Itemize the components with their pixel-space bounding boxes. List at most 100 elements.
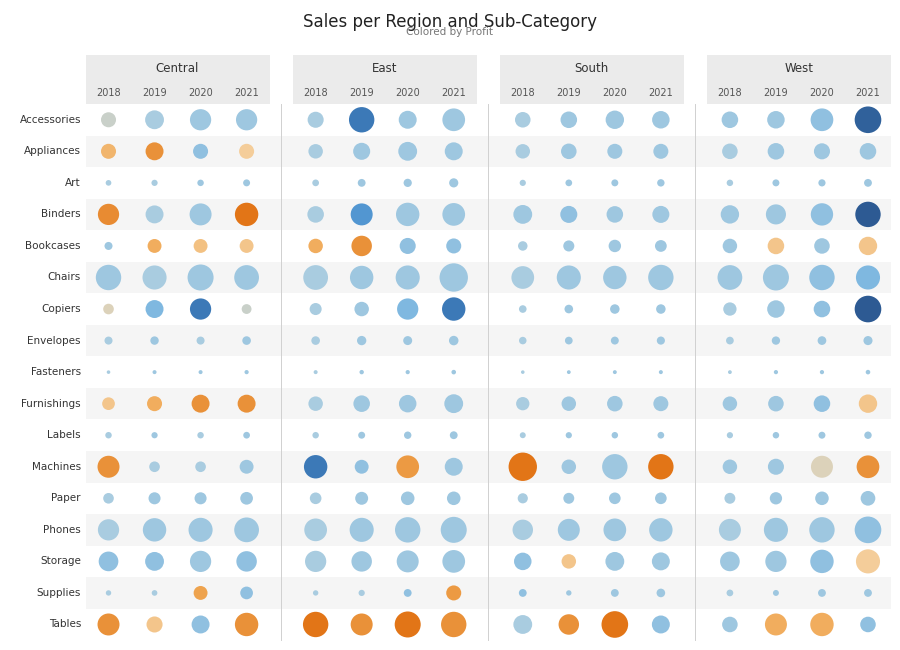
Ellipse shape (309, 396, 323, 411)
Ellipse shape (768, 238, 784, 254)
Ellipse shape (726, 590, 734, 596)
Ellipse shape (611, 337, 619, 344)
Ellipse shape (152, 370, 157, 374)
Ellipse shape (652, 616, 670, 634)
Ellipse shape (724, 493, 735, 504)
Ellipse shape (146, 142, 164, 161)
Ellipse shape (769, 396, 784, 411)
Ellipse shape (304, 519, 327, 541)
Ellipse shape (312, 179, 319, 186)
Ellipse shape (818, 179, 825, 187)
Ellipse shape (190, 109, 212, 131)
Ellipse shape (855, 107, 881, 133)
Ellipse shape (152, 590, 158, 596)
Ellipse shape (105, 432, 112, 439)
Ellipse shape (611, 179, 618, 187)
Text: Furnishings: Furnishings (22, 398, 81, 409)
Ellipse shape (239, 239, 254, 253)
Ellipse shape (728, 370, 732, 374)
Text: Central: Central (156, 62, 199, 75)
Ellipse shape (396, 203, 419, 226)
Ellipse shape (303, 265, 328, 290)
Ellipse shape (513, 615, 532, 634)
Ellipse shape (566, 590, 572, 595)
Ellipse shape (564, 305, 573, 313)
Ellipse shape (309, 144, 323, 159)
Ellipse shape (726, 179, 734, 186)
Ellipse shape (566, 432, 572, 438)
Ellipse shape (722, 144, 738, 159)
Ellipse shape (763, 265, 789, 291)
Text: Accessories: Accessories (20, 115, 81, 125)
Ellipse shape (607, 206, 623, 223)
Text: Supplies: Supplies (37, 588, 81, 598)
Ellipse shape (312, 432, 319, 439)
Ellipse shape (442, 297, 465, 320)
Ellipse shape (723, 396, 737, 411)
Ellipse shape (104, 493, 113, 504)
Ellipse shape (724, 302, 736, 316)
Ellipse shape (561, 206, 577, 223)
Ellipse shape (809, 517, 834, 543)
Ellipse shape (145, 111, 164, 129)
Text: 2020: 2020 (395, 88, 420, 98)
Ellipse shape (397, 551, 418, 573)
FancyBboxPatch shape (86, 577, 891, 608)
Ellipse shape (446, 239, 461, 254)
Ellipse shape (235, 613, 258, 636)
Ellipse shape (565, 337, 572, 344)
Ellipse shape (859, 395, 877, 413)
Ellipse shape (349, 107, 374, 133)
Ellipse shape (396, 265, 419, 289)
Text: 2021: 2021 (441, 88, 466, 98)
Ellipse shape (519, 306, 526, 313)
FancyBboxPatch shape (86, 419, 891, 451)
Ellipse shape (194, 492, 207, 504)
Ellipse shape (304, 455, 328, 478)
Ellipse shape (811, 109, 833, 131)
Ellipse shape (397, 298, 418, 320)
Ellipse shape (313, 370, 318, 374)
Ellipse shape (723, 239, 737, 254)
Ellipse shape (767, 300, 785, 318)
Ellipse shape (515, 112, 530, 127)
Ellipse shape (652, 206, 670, 223)
Ellipse shape (187, 265, 213, 291)
Ellipse shape (313, 590, 319, 595)
FancyBboxPatch shape (292, 55, 477, 104)
Text: 2019: 2019 (142, 88, 166, 98)
Ellipse shape (720, 552, 740, 571)
Text: 2018: 2018 (717, 88, 742, 98)
Ellipse shape (104, 242, 112, 250)
Ellipse shape (562, 396, 576, 411)
Ellipse shape (767, 111, 785, 129)
Ellipse shape (653, 144, 669, 159)
Ellipse shape (197, 432, 203, 439)
Ellipse shape (719, 519, 741, 541)
Text: Colored by Profit: Colored by Profit (407, 27, 493, 37)
Ellipse shape (864, 179, 872, 187)
Text: 2021: 2021 (649, 88, 673, 98)
Ellipse shape (310, 493, 321, 504)
Ellipse shape (557, 265, 580, 289)
Text: 2019: 2019 (349, 88, 374, 98)
Ellipse shape (245, 370, 248, 374)
FancyBboxPatch shape (86, 293, 891, 325)
Ellipse shape (151, 432, 158, 438)
Ellipse shape (770, 492, 782, 504)
FancyBboxPatch shape (86, 356, 891, 388)
FancyBboxPatch shape (86, 104, 891, 136)
Ellipse shape (101, 112, 116, 127)
Ellipse shape (855, 202, 881, 227)
Ellipse shape (514, 552, 532, 570)
Ellipse shape (519, 337, 526, 344)
Ellipse shape (399, 395, 417, 412)
Ellipse shape (351, 203, 373, 226)
Ellipse shape (98, 519, 119, 540)
Ellipse shape (354, 395, 370, 412)
Ellipse shape (561, 144, 577, 159)
Ellipse shape (602, 454, 627, 480)
Ellipse shape (309, 239, 323, 254)
Ellipse shape (563, 493, 574, 504)
Ellipse shape (519, 589, 526, 597)
